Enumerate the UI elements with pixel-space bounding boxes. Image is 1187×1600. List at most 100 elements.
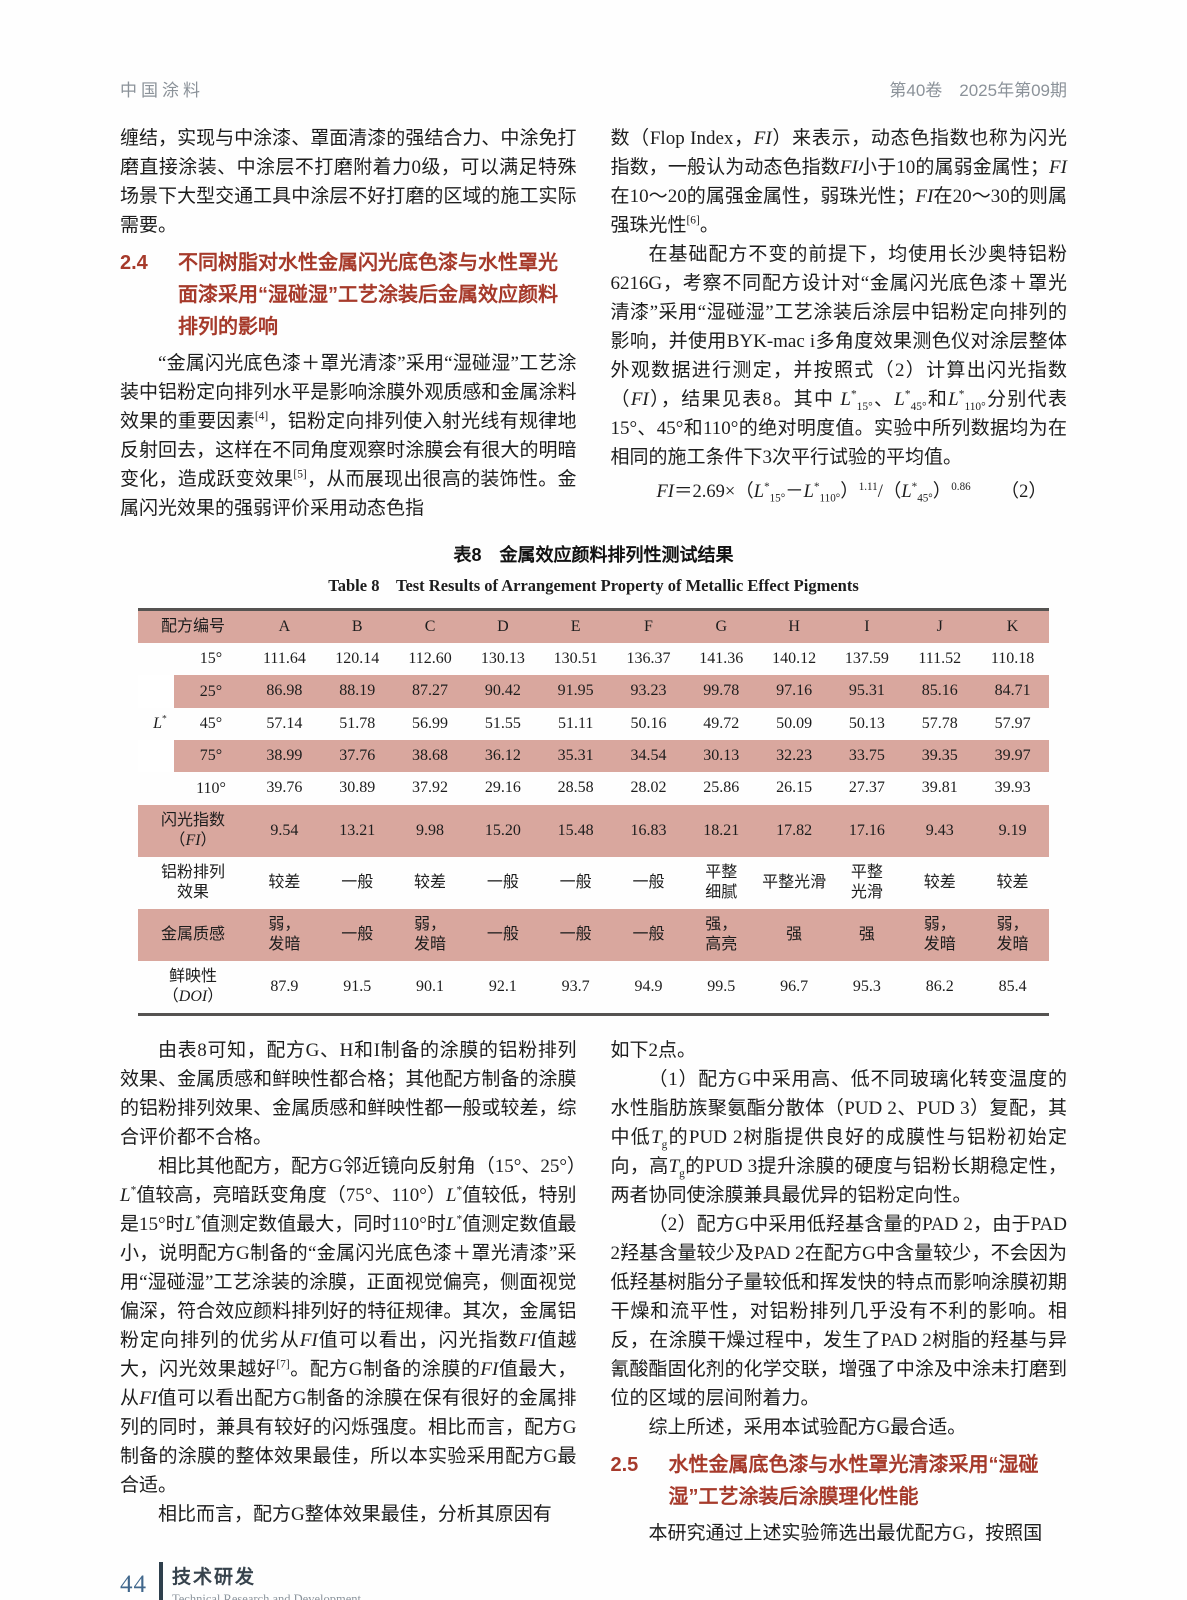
- table-cell: 29.16: [484, 779, 521, 797]
- table-cell: 较差: [414, 873, 447, 891]
- section-heading-2-5: 2.5 水性金属底色漆与水性罩光清漆采用“湿碰湿”工艺涂装后涂膜理化性能: [611, 1449, 1068, 1513]
- table-cell: 99.78: [684, 675, 758, 708]
- table-row-l45: L* 45° 57.14 51.78 56.99 51.55 51.11 50.16 49.7…: [138, 708, 1049, 740]
- table-cell: 26.15: [776, 779, 813, 797]
- table-cell: 28.58: [557, 779, 594, 797]
- table-cell: 50.09: [776, 714, 813, 732]
- table-cell: 93.7: [561, 977, 590, 995]
- table-cell: 141.36: [699, 650, 744, 668]
- footer-bar: [159, 1561, 163, 1600]
- lower-two-columns: 由表8可知，配方G、H和I制备的涂膜的铝粉排列效果、金属质感和鲜映性都合格；其他…: [120, 1036, 1067, 1548]
- table-cell: 87.9: [270, 977, 299, 995]
- footer-section-en: Technical Research and Development: [172, 1592, 361, 1600]
- section-title: 水性金属底色漆与水性罩光清漆采用“湿碰湿”工艺涂装后涂膜理化性能: [668, 1453, 1039, 1508]
- table-cell: 39.81: [921, 779, 958, 797]
- table-cell: 强: [830, 908, 904, 961]
- table-cell: 90.1: [416, 977, 445, 995]
- table-cell: 平整 细腻: [705, 863, 738, 901]
- table-cell: 50.13: [848, 714, 885, 732]
- section-number: 2.4: [120, 252, 148, 274]
- table-cell: 37.92: [412, 779, 449, 797]
- table-cell: 15.48: [539, 804, 613, 857]
- table-cell: 一般: [466, 908, 540, 961]
- table-cell: 38.68: [393, 739, 467, 773]
- table-cell: 120.14: [335, 650, 380, 668]
- row-label-cell: L* 45°: [138, 708, 248, 740]
- table-cell: C: [393, 609, 467, 643]
- equation-number: （2）: [1000, 482, 1047, 502]
- footer-section: 技术研发 Technical Research and Development: [172, 1562, 361, 1600]
- table-cell: 39.35: [903, 739, 977, 773]
- table-cell: F: [612, 609, 685, 643]
- table-cell: 112.60: [408, 650, 452, 668]
- table-cell: 30.89: [339, 779, 376, 797]
- row-label-cell: 75°: [138, 739, 248, 773]
- table-cell: 强: [757, 908, 831, 961]
- table-cell: 130.13: [480, 650, 525, 668]
- table-cell: 130.51: [553, 650, 598, 668]
- table-cell: 84.71: [976, 675, 1049, 708]
- table-cell: 17.82: [757, 804, 831, 857]
- table-cell: 16.83: [612, 804, 685, 857]
- angle-label: 15°: [199, 650, 223, 668]
- table-cell: 弱， 发暗: [976, 908, 1049, 961]
- page-footer: 44 技术研发 Technical Research and Developme…: [120, 1561, 1067, 1600]
- table-cell: 137.59: [844, 650, 889, 668]
- table-cell: J: [903, 609, 977, 643]
- table-cell: H: [757, 609, 831, 643]
- left-column-lower: 由表8可知，配方G、H和I制备的涂膜的铝粉排列效果、金属质感和鲜映性都合格；其他…: [120, 1036, 586, 1548]
- table-cell: 27.37: [848, 779, 885, 797]
- right-column-lower: 如下2点。 （1）配方G中采用高、低不同玻璃化转变温度的水性脂肪族聚氨酯分散体（…: [611, 1036, 1068, 1548]
- equation-body: FI＝2.69×（L*15°－L*110°）1.11/（L*45°）0.86: [656, 480, 971, 505]
- table-cell: 95.31: [830, 675, 904, 708]
- table-cell: 34.54: [612, 739, 685, 773]
- table-cell: 一般: [559, 873, 592, 891]
- table-cell: 56.99: [412, 714, 449, 732]
- table-cell: 较差: [996, 873, 1029, 891]
- table-cell: 33.75: [830, 739, 904, 773]
- table-cell: 30.13: [684, 739, 758, 773]
- table-cell: 86.2: [925, 977, 954, 995]
- table-cell: 136.37: [626, 650, 671, 668]
- angle-label: 110°: [196, 779, 226, 797]
- table-cell: 弱， 发暗: [248, 908, 321, 961]
- table-cell: 95.3: [852, 977, 881, 995]
- table-cell: 93.23: [612, 675, 685, 708]
- paragraph: 在基础配方不变的前提下，均使用长沙奥特铝粉6216G，考察不同配方设计对“金属闪…: [610, 244, 1068, 468]
- row-label-cell: 25°: [138, 675, 248, 708]
- left-column-upper: 缠结，实现与中涂漆、罩面清漆的强结合力、中涂免打磨直接涂装、中涂层不打磨附着力0…: [120, 124, 577, 523]
- table-cell: 85.4: [998, 977, 1027, 995]
- paragraph: 相比其他配方，配方G邻近镜向反射角（15°、25°）L*值较高，亮暗跃变角度（7…: [120, 1155, 586, 1496]
- table-cell: 9.98: [393, 804, 467, 857]
- table-cell: 140.12: [772, 650, 817, 668]
- table-cell: 111.52: [918, 650, 962, 668]
- row-label-cell: 110°: [138, 772, 248, 804]
- table-cell: D: [466, 609, 540, 643]
- table-cell: 39.76: [266, 779, 303, 797]
- table-cell: 强， 高亮: [684, 908, 758, 961]
- paragraph: 相比而言，配方G整体效果最佳，分析其原因有: [158, 1503, 552, 1525]
- table-cell: 110.18: [990, 650, 1035, 668]
- table-cell: 15.20: [466, 804, 540, 857]
- table-cell: 39.97: [976, 739, 1049, 773]
- table-cell: 9.54: [248, 804, 321, 857]
- table-row-l110: 110° 39.76 30.89 37.92 29.16 28.58 28.02 25.86…: [138, 772, 1049, 804]
- table-cell: K: [976, 609, 1049, 643]
- table-cell: 弱， 发暗: [393, 908, 467, 961]
- table-cell: A: [248, 609, 321, 643]
- upper-two-columns: 缠结，实现与中涂漆、罩面清漆的强结合力、中涂免打磨直接涂装、中涂层不打磨附着力0…: [120, 124, 1067, 523]
- table-cell: 97.16: [757, 675, 831, 708]
- table-cell: 90.42: [466, 675, 540, 708]
- equation-2: FI＝2.69×（L*15°－L*110°）1.11/（L*45°）0.86 （2…: [657, 477, 1068, 507]
- table-cell: 87.27: [393, 675, 467, 708]
- table-cell: 85.16: [903, 675, 977, 708]
- table-cell: 17.16: [830, 804, 904, 857]
- table-cell: 一般: [320, 908, 394, 961]
- table-header-label: 配方编号: [138, 609, 248, 643]
- right-column-upper: 数（Flop Index，FI）来表示，动态色指数也称为闪光指数，一般认为动态色…: [611, 124, 1068, 523]
- table-cell: 一般: [632, 873, 665, 891]
- row-label-cell: 鲜映性 （DOI）: [162, 967, 224, 1005]
- table-row-metal-texture: 金属质感 弱， 发暗 一般 弱， 发暗 一般 一般 一般 强， 高亮强强弱， 发暗 弱， 发暗: [138, 908, 1049, 961]
